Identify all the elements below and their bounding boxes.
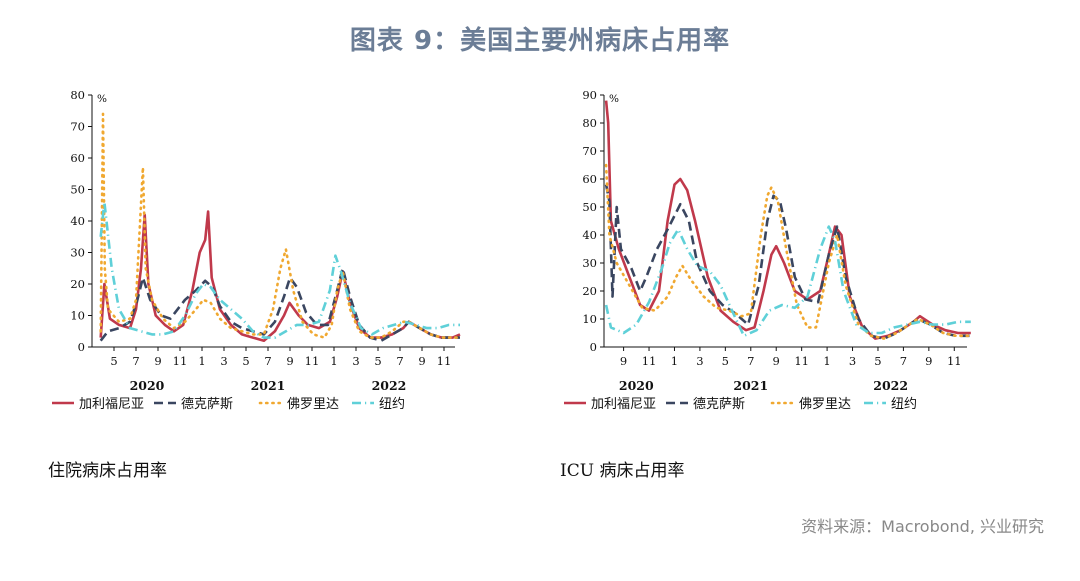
x-tick-label: 11 — [642, 354, 657, 368]
x-tick-label: 9 — [286, 354, 293, 368]
x-tick-label: 5 — [242, 354, 249, 368]
y-tick-label: 0 — [78, 340, 85, 354]
y-tick-label: 60 — [582, 172, 597, 186]
y-tick-label: 60 — [70, 151, 85, 165]
x-tick-label: 1 — [198, 354, 205, 368]
y-tick-label: 0 — [590, 340, 597, 354]
icu-chart-caption: ICU 病床占用率 — [560, 461, 685, 481]
x-tick-label: 1 — [330, 354, 337, 368]
x-tick-label: 5 — [874, 354, 881, 368]
x-tick-label: 3 — [849, 354, 856, 368]
unit-label: % — [97, 93, 107, 105]
series-line-1 — [604, 100, 971, 340]
legend-label: 纽约 — [891, 397, 917, 412]
x-tick-label: 7 — [264, 354, 271, 368]
legend-label: 纽约 — [379, 397, 405, 412]
year-label: 2022 — [873, 378, 908, 393]
legend-label: 德克萨斯 — [181, 397, 233, 412]
source-note: 资料来源：Macrobond, 兴业研究 — [801, 517, 1044, 536]
y-tick-label: 40 — [582, 228, 597, 242]
x-tick-label: 11 — [437, 354, 452, 368]
unit-label: % — [609, 93, 619, 105]
series-line-3 — [604, 163, 973, 340]
page-title: 图表 9：美国主要州病床占用率 — [349, 26, 731, 56]
y-tick-label: 70 — [582, 144, 597, 158]
x-tick-label: 3 — [220, 354, 227, 368]
x-tick-label: 5 — [722, 354, 729, 368]
x-tick-label: 11 — [947, 354, 962, 368]
x-tick-label: 5 — [374, 354, 381, 368]
legend-label: 加利福尼亚 — [79, 397, 144, 412]
x-tick-label: 1 — [823, 354, 830, 368]
series-line-2 — [604, 184, 971, 340]
series-line-4 — [604, 225, 971, 338]
year-label: 2020 — [130, 378, 165, 393]
y-tick-label: 20 — [70, 277, 85, 291]
x-tick-label: 7 — [396, 354, 403, 368]
y-tick-label: 80 — [582, 116, 597, 130]
x-tick-label: 11 — [305, 354, 320, 368]
y-tick-label: 40 — [70, 214, 85, 228]
x-tick-label: 3 — [696, 354, 703, 368]
x-tick-label: 5 — [110, 354, 117, 368]
x-tick-label: 7 — [132, 354, 139, 368]
x-tick-label: 9 — [418, 354, 425, 368]
y-tick-label: 70 — [70, 120, 85, 134]
hospital-bed-occupancy-chart: 0 10 20 30 40 50 60 70 80% 5 7 9 11 1 3 5 7 9 11 1 3 5 7 9 11 202… — [50, 85, 480, 415]
x-tick-label: 9 — [925, 354, 932, 368]
x-tick-label: 7 — [747, 354, 754, 368]
x-tick-label: 9 — [620, 354, 627, 368]
y-tick-label: 50 — [582, 200, 597, 214]
legend-label: 佛罗里达 — [287, 397, 339, 412]
legend-label: 佛罗里达 — [799, 397, 851, 412]
series-line-3 — [99, 112, 462, 339]
y-tick-label: 90 — [582, 88, 597, 102]
year-label: 2021 — [733, 378, 768, 393]
x-tick-label: 11 — [173, 354, 188, 368]
x-tick-label: 9 — [773, 354, 780, 368]
legend-label: 加利福尼亚 — [591, 397, 656, 412]
y-tick-label: 20 — [582, 284, 597, 298]
series-line-2 — [99, 267, 460, 342]
y-tick-label: 50 — [70, 183, 85, 197]
icu-bed-occupancy-chart: 0 10 20 30 40 50 60 70 80 90% 9 11 1 3 5 7 9 11 1 3 5 7 9 11 202… — [562, 85, 992, 415]
year-label: 2021 — [251, 378, 286, 393]
series-line-4 — [99, 200, 460, 339]
y-tick-label: 30 — [70, 246, 85, 260]
year-label: 2022 — [372, 378, 407, 393]
x-tick-label: 1 — [671, 354, 678, 368]
y-tick-label: 80 — [70, 88, 85, 102]
x-tick-label: 11 — [794, 354, 809, 368]
x-tick-label: 9 — [154, 354, 161, 368]
y-tick-label: 30 — [582, 256, 597, 270]
year-label: 2020 — [619, 378, 654, 393]
y-tick-label: 10 — [582, 312, 597, 326]
legend-label: 德克萨斯 — [693, 397, 745, 412]
hospital-chart-caption: 住院病床占用率 — [48, 461, 167, 481]
y-tick-label: 10 — [70, 309, 85, 323]
x-tick-label: 7 — [900, 354, 907, 368]
x-tick-label: 3 — [352, 354, 359, 368]
